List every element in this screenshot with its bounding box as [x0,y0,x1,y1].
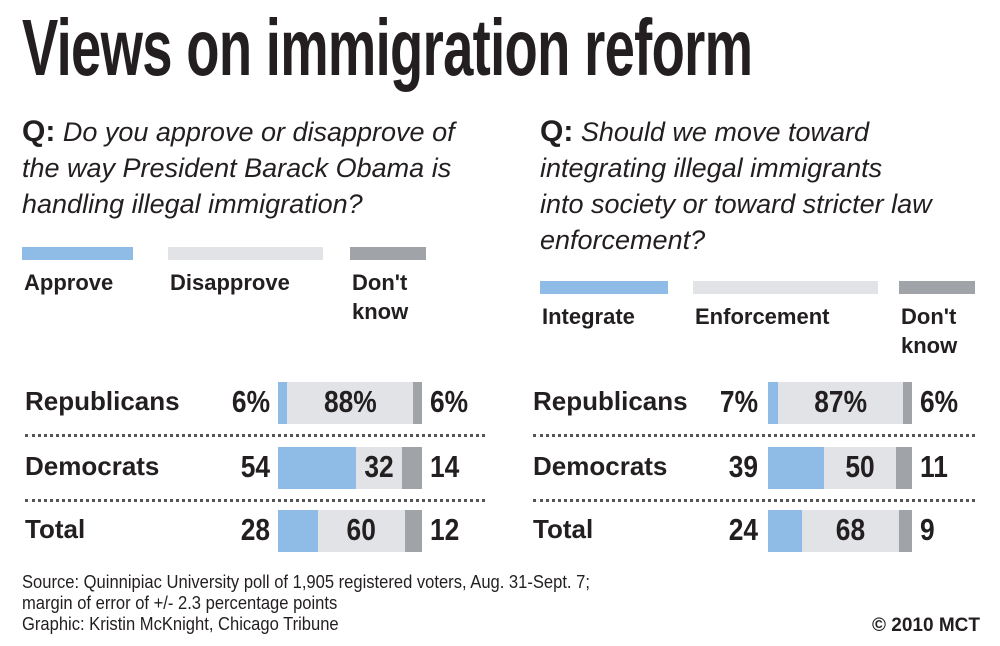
legend-swatch [540,281,668,294]
category-label: Total [533,514,594,544]
bar-segment [768,510,803,552]
category-label: Total [25,514,86,544]
question-text: into society or toward stricter law [540,189,932,219]
legend-label: Approve [24,270,114,295]
credit-line: Graphic: Kristin McKnight, Chicago Tribu… [22,614,339,634]
bar-segment [278,447,356,489]
bar-segment [278,510,319,552]
value-label: 50 [845,449,875,484]
row-divider [25,434,485,437]
category-label: Republicans [25,386,180,416]
bar-segment [401,447,422,489]
value-label: 12 [430,512,460,547]
value-label: 39 [728,449,758,484]
bar-segment [903,382,912,424]
bar-segment [824,447,897,489]
legend-swatch [899,281,975,294]
legend-swatch [350,247,426,260]
question-prefix: Q: [540,115,574,148]
question-line: into society or toward stricter law [540,186,932,222]
legend-swatch [168,247,323,260]
category-label: Democrats [533,451,668,481]
row-divider [533,499,975,502]
value-label: 9 [920,512,935,547]
value-label: 87% [814,384,868,419]
question-line: integrating illegal immigrants [540,150,932,186]
bar-segment [355,447,402,489]
bar-segment [286,382,414,424]
bar-segment [778,382,904,424]
value-label: 11 [920,449,948,484]
question-line: the way President Barack Obama is [22,150,455,186]
question-text: enforcement? [540,225,706,255]
value-label: 24 [728,512,758,547]
question-text: handling illegal immigration? [22,189,363,219]
source-line: Source: Quinnipiac University poll of 1,… [22,572,590,592]
page-title: Views on immigration reform [22,3,753,92]
value-label: 6% [231,384,270,419]
question-text: Should we move toward [580,117,869,147]
question-text: the way President Barack Obama is [22,153,452,183]
legend-swatch [693,281,878,294]
value-label: 14 [430,449,460,484]
value-label: 6% [430,384,469,419]
bar-segment [896,447,912,489]
value-label: 32 [364,449,394,484]
source-note: Source: Quinnipiac University poll of 1,… [22,572,590,635]
question-line: Q: Should we move toward [540,114,932,150]
value-label: 68 [836,512,866,547]
value-label: 7% [719,384,758,419]
legend-label: Don't know [352,270,409,324]
question-line: Q: Do you approve or disapprove of [22,114,455,150]
bar-segment [413,382,422,424]
value-label: 54 [240,449,270,484]
value-label: 6% [920,384,959,419]
legend-label: Integrate [542,304,635,329]
category-label: Republicans [533,386,688,416]
value-label: 28 [240,512,270,547]
legend-label: Don't know [901,304,958,358]
question-prefix: Q: [22,115,56,148]
copyright: © 2010 MCT [872,615,980,636]
question-text: integrating illegal immigrants [540,153,883,183]
bar-segment [318,510,405,552]
row-divider [25,499,485,502]
question: Q: Do you approve or disapprove of the wa… [22,114,455,222]
legend-label: Disapprove [170,270,290,295]
bar-segment [768,447,825,489]
bar-segment [278,382,287,424]
bar-segment [768,382,779,424]
bar-segment [899,510,912,552]
source-line: margin of error of +/- 2.3 percentage po… [22,593,338,613]
value-label: 60 [346,512,377,547]
bar-segment [802,510,900,552]
legend-swatch [22,247,133,260]
row-divider [533,434,975,437]
question: Q: Should we move toward integrating ille… [540,114,932,258]
value-label: 88% [323,384,377,419]
category-label: Democrats [25,451,160,481]
bar-segment [404,510,422,552]
question-text: Do you approve or disapprove of [62,117,455,147]
question-line: enforcement? [540,222,932,258]
legend-label: Enforcement [695,304,830,329]
question-line: handling illegal immigration? [22,186,455,222]
